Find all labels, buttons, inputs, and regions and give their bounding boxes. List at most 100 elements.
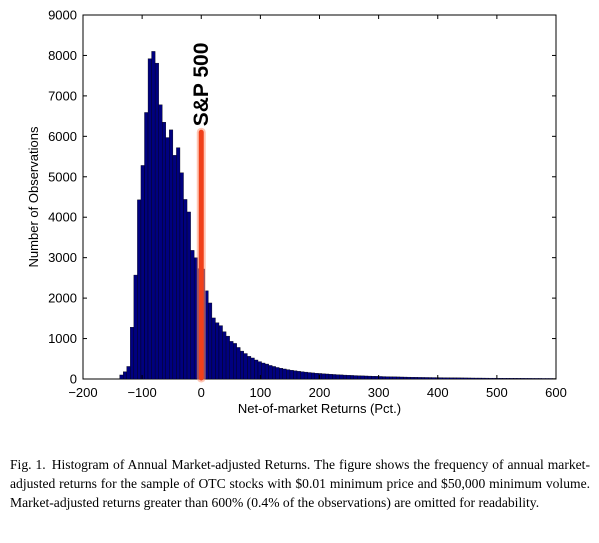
histogram-bar (428, 377, 433, 380)
histogram-bar (172, 155, 177, 380)
histogram-bar (282, 368, 287, 380)
x-tick-label: 400 (427, 385, 449, 400)
histogram-bar (339, 374, 344, 380)
histogram-bars (119, 51, 557, 380)
histogram-bar (133, 274, 138, 380)
histogram-bar (364, 375, 369, 380)
histogram-bar (484, 377, 489, 380)
histogram-bar (179, 172, 184, 380)
histogram-bar (491, 377, 496, 380)
histogram-bar (268, 365, 273, 380)
y-tick-label: 0 (70, 372, 77, 387)
histogram-bar (307, 372, 312, 380)
histogram-bar (371, 376, 376, 380)
x-tick-label: −100 (127, 385, 156, 400)
histogram-bar (381, 376, 386, 380)
histogram-bar (162, 122, 166, 380)
histogram-bar (332, 374, 337, 380)
histogram-bar (169, 129, 174, 380)
histogram-bar (176, 147, 181, 380)
histogram-bar (342, 374, 347, 380)
y-tick-label: 7000 (48, 88, 77, 103)
histogram-bar (548, 378, 553, 380)
histogram-bar (279, 368, 284, 380)
histogram-bar (335, 374, 340, 380)
histogram-bar (541, 378, 546, 380)
histogram-bar (144, 112, 149, 380)
histogram-bar (303, 371, 308, 380)
histogram-bar (513, 378, 518, 380)
histogram-bar (477, 377, 482, 380)
histogram-bar (435, 377, 440, 380)
histogram-bar (534, 378, 539, 380)
histogram-bar (247, 356, 252, 380)
histogram-bar (488, 377, 493, 380)
histogram-bar (538, 378, 542, 380)
histogram-bar (431, 377, 436, 380)
histogram-bar (261, 362, 266, 380)
y-tick-label: 9000 (48, 8, 77, 23)
histogram-bar (318, 373, 323, 380)
histogram-bar (449, 377, 454, 380)
y-tick-label: 1000 (48, 331, 77, 346)
y-tick-label: 3000 (48, 250, 77, 265)
histogram-bar (190, 250, 195, 380)
histogram-bar (406, 376, 411, 380)
histogram-bar (392, 376, 397, 380)
histogram-bar (399, 376, 404, 380)
histogram-bar (311, 372, 315, 380)
histogram-bar (467, 377, 472, 380)
histogram-bar (229, 341, 234, 380)
histogram-bar (530, 378, 535, 380)
histogram-bar (523, 378, 528, 380)
histogram-bar (438, 377, 443, 380)
histogram-bar (211, 317, 216, 380)
histogram-bar (357, 375, 362, 380)
histogram-bar (346, 375, 351, 380)
histogram-bar (130, 327, 135, 380)
histogram-bar (296, 371, 301, 380)
histogram-bar (275, 367, 280, 380)
histogram-bar (225, 335, 230, 380)
y-tick-label: 5000 (48, 169, 77, 184)
histogram-bar (403, 376, 408, 380)
histogram-bar (378, 376, 383, 380)
histogram-bar (215, 322, 220, 380)
histogram-bar (445, 377, 450, 380)
histogram-bar (222, 331, 227, 380)
histogram-bar (481, 377, 486, 380)
histogram-bar (165, 137, 170, 380)
y-tick-label: 8000 (48, 48, 77, 63)
y-tick-label: 6000 (48, 129, 77, 144)
histogram-bar (240, 350, 244, 380)
histogram-bar (374, 376, 379, 380)
histogram-bar (254, 359, 259, 380)
sp500-label: S&P 500 (190, 43, 213, 127)
x-axis-label: Net-of-market Returns (Pct.) (238, 401, 401, 416)
histogram-bar (509, 378, 514, 380)
histogram-bar (257, 361, 262, 380)
histogram-bar (353, 375, 358, 380)
x-tick-label: 300 (368, 385, 390, 400)
histogram-bar (293, 370, 298, 380)
histogram-bar (463, 377, 468, 380)
histogram-bar (460, 377, 464, 380)
caption-label: Fig. 1. (10, 457, 46, 472)
histogram-bar (424, 377, 429, 380)
histogram-bar (126, 366, 131, 380)
y-tick-label: 2000 (48, 291, 77, 306)
histogram-bar (140, 165, 145, 380)
histogram-bar (123, 371, 127, 380)
histogram-bar (413, 377, 418, 380)
histogram-bar (527, 378, 532, 380)
histogram-bar (367, 375, 372, 380)
histogram-bar (147, 58, 152, 380)
x-axis-ticks: −200 −100 0 100 200 300 400 500 600 (68, 15, 567, 400)
histogram-bar (151, 51, 156, 380)
histogram-bar (474, 377, 479, 380)
y-axis-label: Number of Observations (26, 126, 41, 267)
histogram-bar (300, 371, 305, 380)
histogram-bar (442, 377, 447, 380)
histogram-bar (470, 377, 475, 380)
histogram-bar (208, 302, 213, 380)
